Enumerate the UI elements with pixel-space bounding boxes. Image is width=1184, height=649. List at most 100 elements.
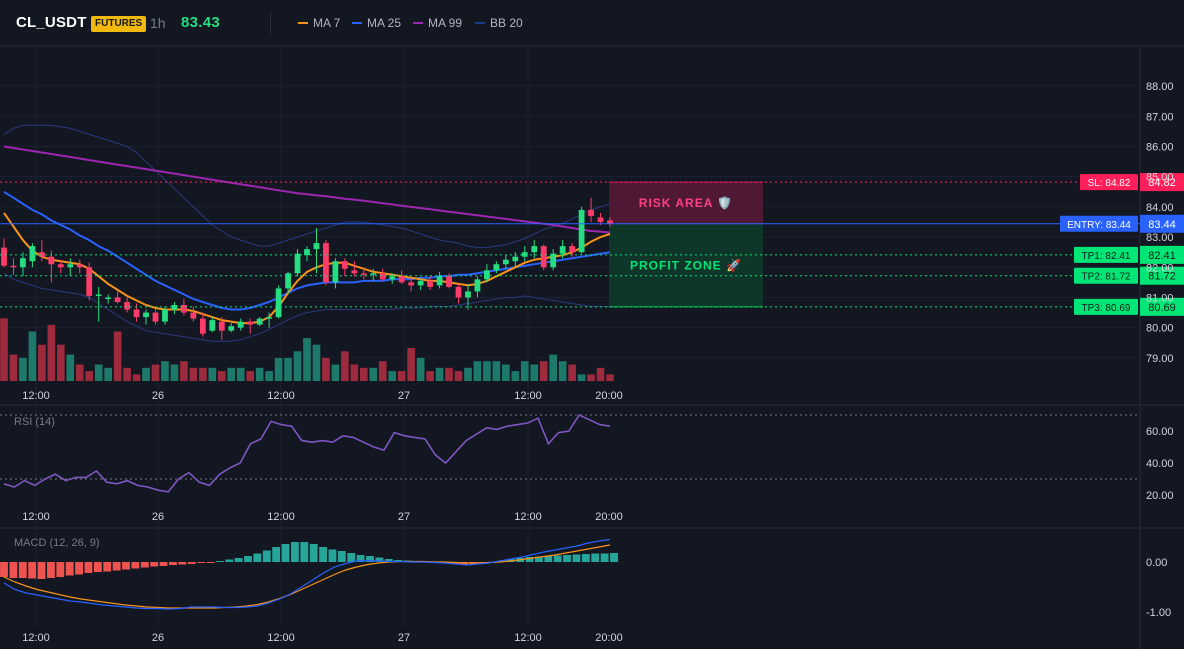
macd-time-label: 12:00	[514, 632, 542, 644]
candle-body	[57, 264, 64, 268]
volume-bar	[208, 367, 217, 381]
volume-bar	[568, 364, 576, 381]
candlesticks	[1, 197, 613, 340]
rsi-tick-label: 60.00	[1146, 426, 1174, 438]
legend-bb20[interactable]: BB 20	[475, 16, 523, 30]
profit-zone-box	[609, 223, 763, 307]
candle-body	[417, 280, 424, 286]
candle-body	[304, 249, 310, 256]
volume-bars	[0, 318, 614, 381]
volume-bar	[123, 367, 131, 381]
volume-bar	[151, 364, 160, 381]
rsi-tick-label: 20.00	[1146, 490, 1174, 502]
candle-body	[332, 261, 339, 283]
macd-histogram-bar	[591, 553, 600, 562]
volume-bar	[369, 367, 378, 381]
ma7-line	[3, 212, 611, 325]
macd-histogram-bar	[300, 542, 309, 562]
candle-body	[512, 256, 519, 262]
macd-tick-label: 0.00	[1146, 557, 1167, 569]
volume-bar	[236, 367, 245, 381]
ma7-swatch	[298, 22, 308, 24]
macd-histogram-bar	[610, 553, 618, 562]
volume-bar	[94, 364, 103, 381]
trade-zones: RISK AREA 🛡️ PROFIT ZONE 🚀	[609, 181, 763, 308]
volume-bar	[350, 364, 359, 381]
volume-bar	[180, 361, 188, 381]
volume-bar	[47, 324, 56, 381]
legend-ma7[interactable]: MA 7	[298, 16, 340, 30]
volume-bar	[293, 351, 302, 381]
volume-bar	[520, 361, 529, 381]
macd-histogram-bar	[159, 562, 168, 566]
candle-body	[10, 265, 17, 268]
level-tag-label: ENTRY: 83.44	[1067, 220, 1131, 231]
macd-histogram-bar	[244, 556, 252, 562]
price-tick-label: 88.00	[1146, 81, 1174, 93]
macd-line	[3, 538, 611, 610]
candle-body	[171, 305, 178, 310]
level-tag-label: TP3: 80.69	[1082, 303, 1131, 314]
volume-bar	[28, 331, 37, 381]
legend-ma99[interactable]: MA 99	[413, 16, 462, 30]
volume-bar	[217, 371, 226, 381]
volume-bar	[539, 361, 548, 381]
rsi-time-label: 20:00	[595, 511, 623, 523]
volume-bar	[473, 361, 482, 381]
axis-price-label: 84.82	[1148, 177, 1176, 189]
candle-body	[379, 273, 386, 280]
candle-body	[578, 209, 585, 253]
axis-price-label: 81.72	[1148, 271, 1176, 283]
level-tag	[1074, 298, 1138, 315]
macd-histogram-bar	[347, 553, 356, 562]
macd-histogram-bar	[544, 556, 553, 562]
macd-histogram-bar	[337, 551, 346, 562]
volume-bar	[66, 354, 75, 381]
level-tag	[1060, 215, 1138, 232]
axis-price-label: 82.41	[1148, 250, 1176, 262]
macd-histogram-bar	[187, 562, 196, 564]
volume-bar	[132, 374, 141, 381]
timeframe-label[interactable]: 1h	[150, 15, 166, 31]
level-tag-label: TP2: 81.72	[1082, 272, 1131, 283]
volume-bar	[255, 367, 264, 381]
level-tag	[1080, 174, 1138, 191]
candle-body	[455, 286, 462, 298]
volume-bar	[322, 357, 330, 381]
candle-body	[398, 276, 405, 283]
volume-bar	[341, 351, 349, 381]
macd-histogram-bar	[563, 555, 572, 562]
candle-body	[190, 312, 197, 319]
last-price: 83.43	[181, 14, 221, 31]
volume-bar	[104, 367, 112, 381]
ma25-swatch	[352, 22, 362, 24]
volume-bar	[596, 367, 605, 381]
legend-ma25[interactable]: MA 25	[352, 16, 401, 30]
candle-body	[389, 276, 396, 280]
legend-ma25-label: MA 25	[367, 16, 402, 30]
macd-time-label: 20:00	[595, 632, 623, 644]
volume-bar	[75, 364, 84, 381]
candle-body	[285, 273, 291, 289]
candle-body	[133, 309, 140, 318]
candle-body	[597, 217, 604, 222]
macd-histogram-bar	[366, 556, 374, 562]
candle-body	[181, 305, 187, 313]
macd-histogram-bar	[262, 550, 271, 562]
macd-histogram-bar	[56, 562, 65, 577]
volume-bar	[113, 331, 122, 381]
volume-bar	[265, 371, 273, 381]
volume-bar	[549, 354, 558, 381]
symbol-title[interactable]: CL_USDT	[16, 14, 87, 31]
time-tick-label: 27	[398, 390, 410, 402]
macd-histogram-bar	[534, 556, 543, 562]
candle-body	[228, 326, 235, 331]
volume-bar	[464, 367, 472, 381]
macd-histogram-bar	[356, 555, 365, 562]
volume-bar	[511, 371, 520, 381]
macd-time-label: 12:00	[22, 632, 50, 644]
price-tick-label: 82.00	[1146, 262, 1174, 274]
volume-bar	[407, 348, 415, 381]
candle-body	[275, 288, 282, 318]
